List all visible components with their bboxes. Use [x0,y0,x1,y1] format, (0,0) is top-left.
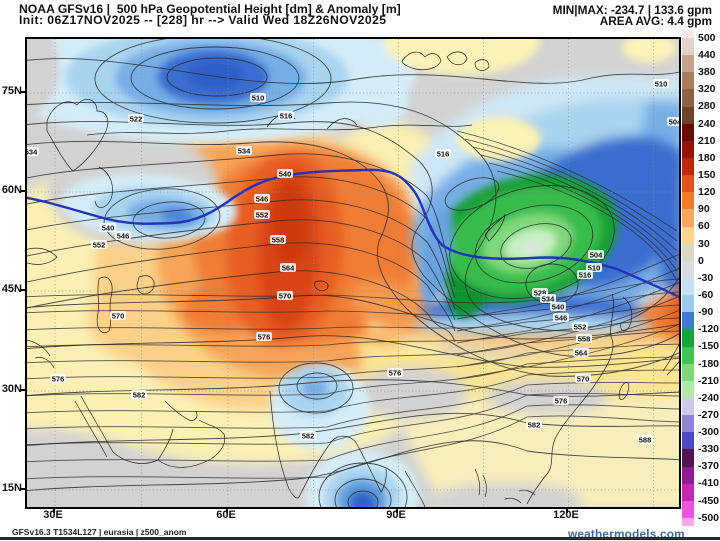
svg-text:576: 576 [52,375,65,384]
svg-text:576: 576 [258,333,271,342]
svg-text:534: 534 [238,147,251,156]
svg-text:510: 510 [655,80,668,89]
svg-text:510: 510 [588,264,601,273]
svg-text:540: 540 [552,303,565,312]
svg-text:540: 540 [279,170,292,179]
svg-text:510: 510 [252,94,265,103]
svg-text:528: 528 [534,289,547,298]
svg-text:576: 576 [389,369,402,378]
svg-text:516: 516 [280,112,293,121]
svg-text:516: 516 [437,150,450,159]
svg-text:570: 570 [279,292,292,301]
svg-text:588: 588 [639,436,652,445]
svg-text:558: 558 [272,236,285,245]
svg-text:558: 558 [578,335,591,344]
svg-text:570: 570 [577,375,590,384]
svg-text:552: 552 [574,323,587,332]
svg-text:546: 546 [555,314,568,323]
svg-text:582: 582 [133,391,146,400]
svg-text:516: 516 [579,271,592,280]
svg-text:534: 534 [542,295,555,304]
svg-text:522: 522 [130,115,143,124]
svg-text:546: 546 [256,195,269,204]
svg-text:576: 576 [555,397,568,406]
svg-text:552: 552 [256,211,269,220]
svg-text:570: 570 [112,312,125,321]
svg-text:582: 582 [302,432,315,441]
svg-text:504: 504 [669,118,679,127]
svg-text:552: 552 [93,241,106,250]
svg-text:564: 564 [575,349,588,358]
svg-text:540: 540 [102,224,115,233]
svg-text:582: 582 [528,421,541,430]
svg-text:534: 534 [27,148,38,157]
svg-text:504: 504 [590,251,603,260]
svg-text:564: 564 [282,264,295,273]
svg-text:546: 546 [117,232,130,241]
